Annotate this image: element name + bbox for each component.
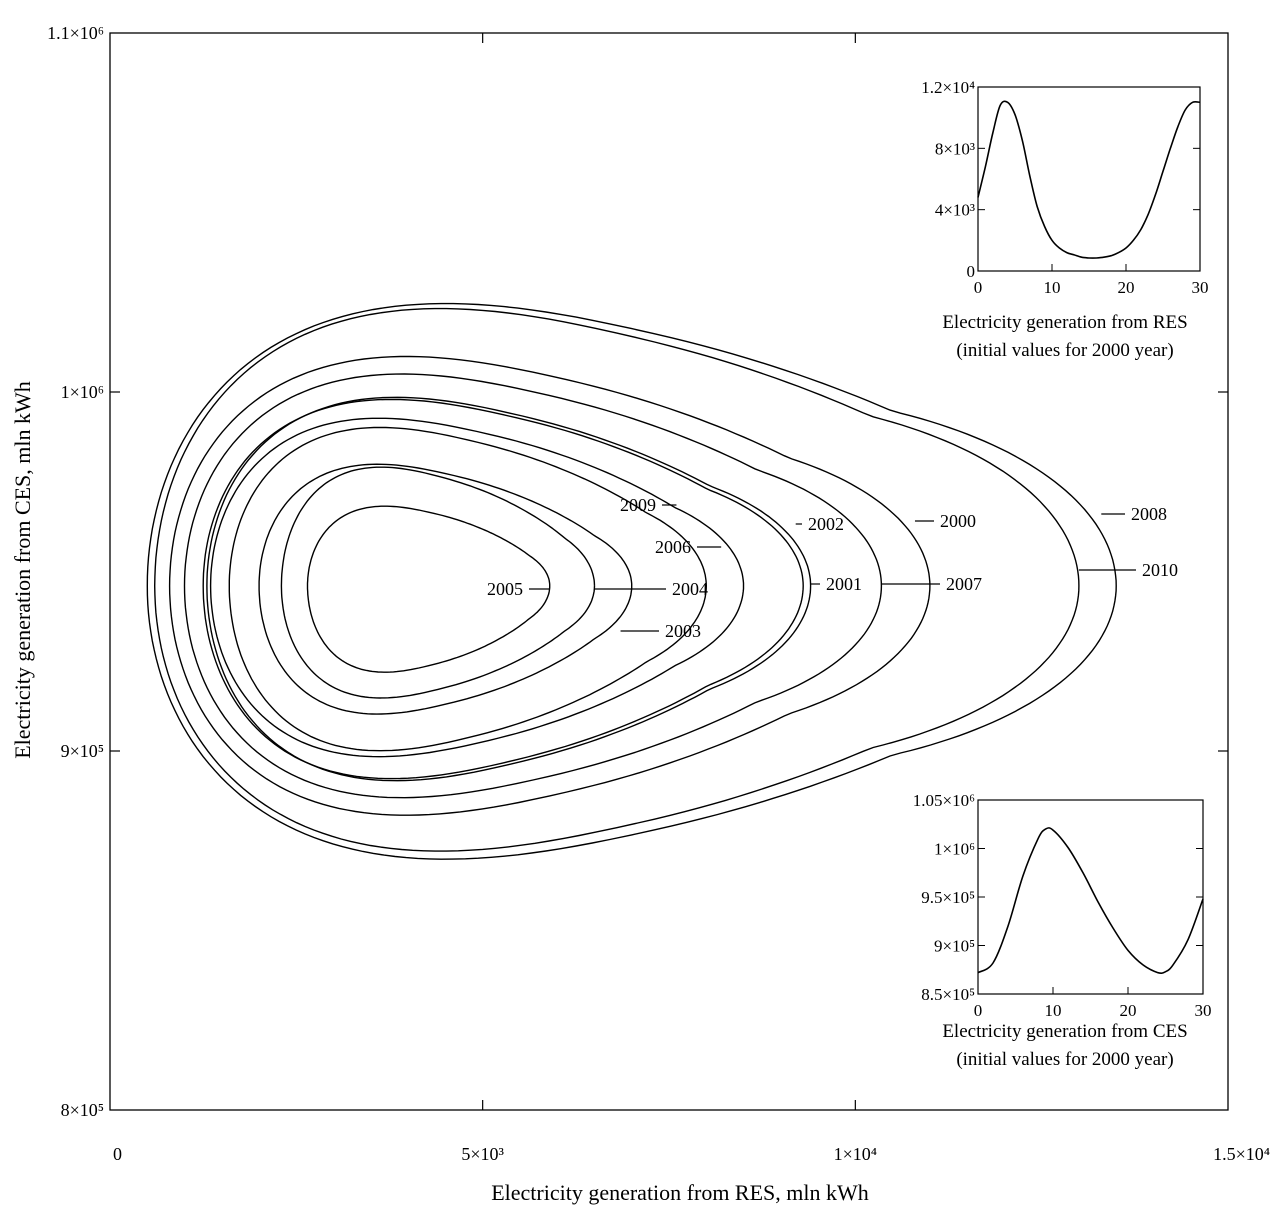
y-tick-label: 1×10⁶ xyxy=(61,382,104,402)
curve-2003 xyxy=(258,463,633,715)
inset-y-tick-label: 1.05×10⁶ xyxy=(913,791,975,810)
y-tick-label: 8×10⁵ xyxy=(61,1100,104,1120)
year-label-2003: 2003 xyxy=(665,621,701,641)
inset-y-tick-label: 0 xyxy=(967,262,976,281)
main-year-labels: 2005 2004 2003 2009 2006 2002 2001 2007 2000 2010… xyxy=(487,495,1178,641)
year-label-2005: 2005 xyxy=(487,579,523,599)
main-plot-frame xyxy=(109,32,1229,1111)
curve-2004 xyxy=(280,466,596,699)
curve-2006 xyxy=(209,417,745,758)
year-label-2001: 2001 xyxy=(826,574,862,594)
inset-ces-title: Electricity generation from CES xyxy=(942,1021,1187,1042)
inset-ces-subtitle: (initial values for 2000 year) xyxy=(956,1049,1173,1070)
main-curves xyxy=(146,302,1117,860)
inset-x-tick-label: 10 xyxy=(1045,1001,1062,1020)
inset-x-tick-label: 20 xyxy=(1118,278,1135,297)
curve-2002 xyxy=(202,398,804,780)
curve-2009 xyxy=(228,426,707,752)
inset-res-plot: 0 10 20 30 0 4×10³ 8×10³ 1.2×10⁴ xyxy=(921,78,1208,297)
inset-res-title: Electricity generation from RES xyxy=(942,312,1187,333)
curve-2005 xyxy=(306,505,551,673)
year-label-2006: 2006 xyxy=(655,537,691,557)
inset-res-subtitle: (initial values for 2000 year) xyxy=(956,340,1173,361)
curve-2000 xyxy=(168,355,931,816)
inset-x-tick-label: 20 xyxy=(1120,1001,1137,1020)
year-label-2000: 2000 xyxy=(940,511,976,531)
inset-y-tick-label: 8.5×10⁵ xyxy=(921,985,975,1004)
inset-y-tick-label: 4×10³ xyxy=(935,201,975,220)
y-axis-title: Electricity generation from CES, mln kWh xyxy=(10,381,35,759)
inset-ces-plot: 0 10 20 30 8.5×10⁵ 9×10⁵ 9.5×10⁵ 1×10⁶ 1.05×10⁶ xyxy=(913,791,1212,1020)
curve-2007 xyxy=(183,373,883,799)
inset-x-tick-label: 30 xyxy=(1192,278,1209,297)
inset-y-tick-label: 1.2×10⁴ xyxy=(921,78,975,97)
inset-res-frame xyxy=(977,86,1201,272)
inset-x-tick-label: 0 xyxy=(974,1001,983,1020)
x-tick-label: 0 xyxy=(113,1144,122,1164)
year-label-2010: 2010 xyxy=(1142,560,1178,580)
inset-x-tick-label: 30 xyxy=(1195,1001,1212,1020)
inset-series-line xyxy=(977,827,1204,975)
year-label-2007: 2007 xyxy=(946,574,982,594)
inset-y-tick-label: 9×10⁵ xyxy=(934,937,975,956)
curve-2001 xyxy=(206,396,812,782)
y-tick-label: 9×10⁵ xyxy=(61,741,104,761)
year-label-2004: 2004 xyxy=(672,579,708,599)
y-tick-label: 1.1×10⁶ xyxy=(47,23,104,43)
inset-x-tick-label: 10 xyxy=(1044,278,1061,297)
inset-y-tick-label: 9.5×10⁵ xyxy=(921,888,975,907)
year-label-2008: 2008 xyxy=(1131,504,1167,524)
main-axes-ticks: 0 5×10³ 1×10⁴ 1.5×10⁴ 8×10⁵ 9×10⁵ 1×10⁶ 1.1×10⁶ xyxy=(47,23,1270,1164)
year-label-2002: 2002 xyxy=(808,514,844,534)
inset-res-background xyxy=(978,83,1218,273)
x-tick-label: 1×10⁴ xyxy=(834,1144,877,1164)
x-tick-label: 5×10³ xyxy=(461,1144,504,1164)
inset-series-line xyxy=(977,100,1201,259)
inset-y-tick-label: 8×10³ xyxy=(935,139,975,158)
x-axis-title: Electricity generation from RES, mln kWh xyxy=(491,1180,869,1205)
year-label-2009: 2009 xyxy=(620,495,656,515)
x-tick-label: 1.5×10⁴ xyxy=(1213,1144,1270,1164)
inset-ces-background xyxy=(978,795,1218,1015)
curve-2010 xyxy=(153,307,1080,852)
inset-y-tick-label: 1×10⁶ xyxy=(934,840,975,859)
curve-2008 xyxy=(146,302,1117,860)
inset-x-tick-label: 0 xyxy=(974,278,983,297)
